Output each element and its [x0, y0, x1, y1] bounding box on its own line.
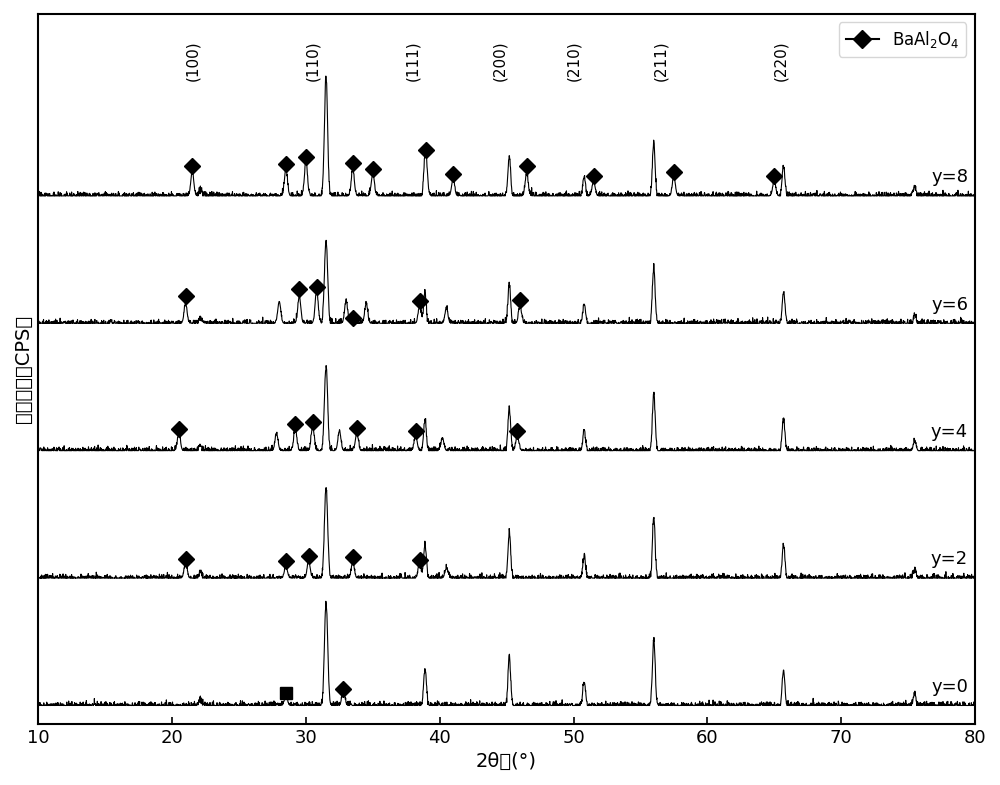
Text: (200): (200): [492, 40, 507, 81]
Text: y=4: y=4: [931, 423, 968, 441]
Text: (100): (100): [185, 40, 200, 81]
Text: y=6: y=6: [931, 296, 968, 313]
Text: (111): (111): [405, 40, 420, 81]
Text: y=0: y=0: [931, 677, 968, 696]
Legend: $\mathdefault{BaAl_2O_4}$: $\mathdefault{BaAl_2O_4}$: [839, 22, 966, 57]
X-axis label: 2θ角(°): 2θ角(°): [476, 752, 537, 771]
Text: y=8: y=8: [931, 168, 968, 186]
Text: (210): (210): [566, 40, 581, 81]
Text: (211): (211): [653, 40, 668, 81]
Y-axis label: 衍射强度（CPS）: 衍射强度（CPS）: [14, 315, 33, 423]
Text: y=2: y=2: [931, 550, 968, 568]
Text: (220): (220): [773, 40, 788, 81]
Text: (110): (110): [305, 40, 320, 81]
